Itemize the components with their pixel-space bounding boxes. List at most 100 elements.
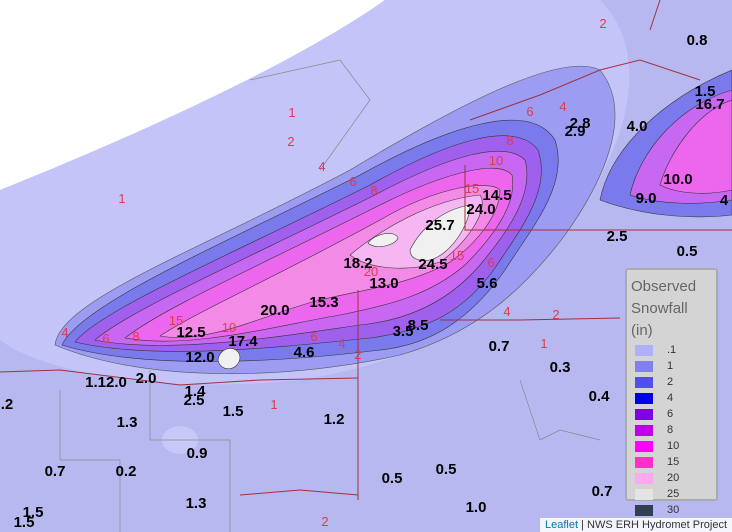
observation: 14.5 bbox=[482, 187, 511, 204]
observation: 0.5 bbox=[382, 470, 403, 487]
contour-label: 6 bbox=[487, 255, 494, 270]
legend-swatch bbox=[635, 456, 653, 468]
observation: 0.8 bbox=[687, 32, 708, 49]
observation: 1.5 bbox=[695, 83, 716, 100]
observation: 5.6 bbox=[477, 275, 498, 292]
contour-label: 6 bbox=[349, 174, 356, 189]
legend-swatch bbox=[635, 344, 653, 356]
legend-swatch bbox=[635, 488, 653, 500]
legend-label: .1 bbox=[667, 344, 677, 356]
observation: 10.0 bbox=[663, 171, 692, 188]
contour-label: 6 bbox=[102, 331, 109, 346]
contour-label: 4 bbox=[61, 325, 68, 340]
legend-item: 10 bbox=[631, 438, 712, 454]
legend-swatch bbox=[635, 424, 653, 436]
legend-item: 1 bbox=[631, 358, 712, 374]
leaflet-link[interactable]: Leaflet bbox=[545, 519, 579, 531]
contour-label: 4 bbox=[559, 99, 566, 114]
observation: 15.3 bbox=[309, 294, 338, 311]
contour-label: 2 bbox=[287, 134, 294, 149]
legend-item: 20 bbox=[631, 470, 712, 486]
contour-label: 15 bbox=[450, 248, 464, 263]
legend-item: 4 bbox=[631, 390, 712, 406]
observation: 4 bbox=[720, 192, 729, 209]
boundaries bbox=[0, 0, 732, 500]
observation: 2.5 bbox=[184, 392, 205, 409]
legend-label: 20 bbox=[667, 472, 680, 484]
legend-item: 25 bbox=[631, 486, 712, 502]
observation: 1.0 bbox=[466, 499, 487, 516]
contour-label: 10 bbox=[222, 320, 236, 335]
legend-item: 2 bbox=[631, 374, 712, 390]
observation: 2.8 bbox=[570, 115, 591, 132]
observation: 1.12.0 bbox=[85, 374, 127, 391]
legend-swatch bbox=[635, 408, 653, 420]
legend-label: 4 bbox=[667, 392, 674, 404]
contour-label: 4 bbox=[503, 304, 510, 319]
observation: .2 bbox=[1, 396, 14, 413]
contour-label: 10 bbox=[489, 153, 503, 168]
observation: 4.0 bbox=[627, 118, 648, 135]
contour-label: 1 bbox=[118, 191, 125, 206]
legend-label: 1 bbox=[667, 360, 674, 372]
contour-label: 1 bbox=[540, 336, 547, 351]
band-25 bbox=[409, 204, 471, 261]
contour-label: 2 bbox=[321, 514, 328, 529]
contour-label: 15 bbox=[169, 313, 183, 328]
contour-label: 8 bbox=[506, 133, 513, 148]
band-25 bbox=[217, 348, 241, 370]
legend-swatch bbox=[635, 472, 653, 484]
contour-label: 4 bbox=[338, 336, 345, 351]
observation: 18.2 bbox=[343, 255, 372, 272]
observation: 12.0 bbox=[185, 349, 214, 366]
no-snow-area bbox=[0, 0, 385, 190]
legend-swatch bbox=[635, 392, 653, 404]
band-25 bbox=[367, 233, 399, 247]
observation: 4.6 bbox=[294, 344, 315, 361]
legend-items: .1 1 2 4 6 8 10 15 20 25 30 bbox=[631, 342, 712, 518]
observations: 0.8 1.5 16.7 2.8 2.9 4.0 10.0 9.0 4 14.5… bbox=[1, 32, 729, 531]
contour-label: 2 bbox=[354, 347, 361, 362]
observation: 1.5 bbox=[223, 403, 244, 420]
observation: 20.0 bbox=[260, 302, 289, 319]
observation: 0.9 bbox=[187, 445, 208, 462]
observation: 1.4 bbox=[185, 383, 207, 400]
legend-swatch bbox=[635, 504, 653, 516]
contour-label: 1 bbox=[288, 105, 295, 120]
observation: 17.4 bbox=[228, 333, 258, 350]
observation: 13.0 bbox=[369, 275, 398, 292]
observation: 8.5 bbox=[408, 317, 429, 334]
contour-labels: 2 1 2 4 6 8 1 6 4 8 10 15 15 20 6 4 2 1 … bbox=[61, 16, 606, 529]
contour-label: 20 bbox=[364, 264, 378, 279]
legend-label: 6 bbox=[667, 408, 674, 420]
contour-label: 6 bbox=[526, 104, 533, 119]
observation: 9.0 bbox=[636, 190, 657, 207]
legend-swatch bbox=[635, 376, 653, 388]
observation: 2.5 bbox=[607, 228, 628, 245]
legend-label: 15 bbox=[667, 456, 680, 468]
contour-label: 15 bbox=[465, 181, 479, 196]
legend: Observed Snowfall (in) .1 1 2 4 6 8 10 15 20 25 30 bbox=[625, 268, 718, 516]
observation: 0.4 bbox=[589, 388, 611, 405]
legend-label: 10 bbox=[667, 440, 680, 452]
contour-label: 4 bbox=[318, 159, 325, 174]
observation: 0.2 bbox=[116, 463, 137, 480]
observation: 25.7 bbox=[425, 217, 454, 234]
observation: 1.5 bbox=[14, 514, 35, 531]
observation: 1.3 bbox=[117, 414, 138, 431]
observation: 0.5 bbox=[436, 461, 457, 478]
legend-swatch bbox=[635, 440, 653, 452]
observation: 1.2 bbox=[324, 411, 345, 428]
contour-label: 2 bbox=[599, 16, 606, 31]
contour-label: 6 bbox=[310, 329, 317, 344]
roads bbox=[59, 59, 601, 532]
legend-item: .1 bbox=[631, 342, 712, 358]
observation: 3.5 bbox=[393, 323, 414, 340]
legend-label: 25 bbox=[667, 488, 680, 500]
contour-label: 2 bbox=[552, 307, 559, 322]
observation: 0.7 bbox=[489, 338, 510, 355]
observation: 0.5 bbox=[677, 243, 698, 260]
contour-label: 8 bbox=[370, 183, 377, 198]
observation: 0.3 bbox=[550, 359, 571, 376]
